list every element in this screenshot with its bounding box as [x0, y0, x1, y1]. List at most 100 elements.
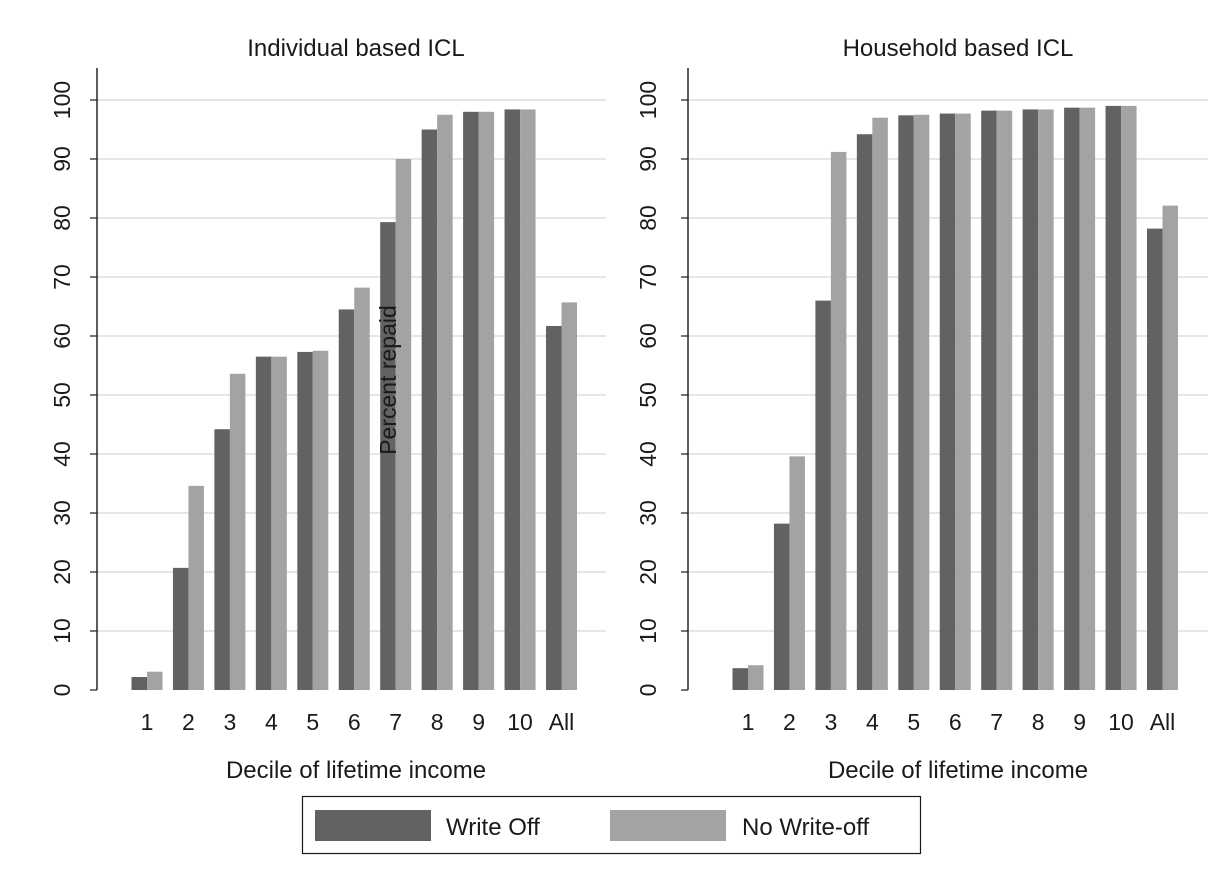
bar-no-write-off	[1162, 205, 1178, 691]
bar-no-write-off	[1079, 107, 1096, 691]
bar-write-off	[815, 300, 831, 690]
bar-write-off	[214, 429, 230, 690]
x-tick-label: 8	[431, 709, 444, 735]
x-tick-label: 6	[949, 709, 962, 735]
y-tick-label: 90	[635, 146, 661, 172]
bar-write-off	[131, 677, 147, 690]
panel-2: Household based ICL 0 10 20 30 40 50 60 70 80 90 10…	[635, 35, 1208, 784]
bar-write-off	[255, 356, 272, 690]
y-tick-label: 20	[635, 559, 661, 585]
bar-no-write-off	[312, 350, 329, 690]
y-tick-label: 20	[49, 559, 75, 585]
legend-swatch	[315, 810, 431, 841]
bar-write-off	[546, 325, 562, 690]
y-tick-label: 70	[635, 264, 661, 290]
x-tick-label: 5	[907, 709, 920, 735]
legend-swatch	[610, 810, 726, 841]
x-tick-label: 6	[348, 709, 361, 735]
bar-no-write-off	[748, 665, 764, 690]
y-tick-label: 10	[49, 618, 75, 644]
x-tick-label: 7	[990, 709, 1003, 735]
y-tick-label: 30	[635, 500, 661, 526]
x-tick-label: All	[549, 709, 575, 735]
bar-write-off	[939, 113, 956, 690]
bar-write-off	[504, 109, 521, 690]
x-tick-label: 8	[1032, 709, 1045, 735]
y-tick-label: 90	[49, 146, 75, 172]
bar-no-write-off	[188, 485, 204, 690]
bar-write-off	[773, 523, 790, 690]
x-tick-label: 7	[389, 709, 402, 735]
bar-write-off	[732, 668, 748, 690]
y-tick-label: 80	[635, 205, 661, 231]
bar-no-write-off	[561, 302, 577, 690]
y-tick-label: 0	[635, 684, 661, 697]
bar-no-write-off	[147, 671, 163, 690]
x-tick-label: 1	[141, 709, 154, 735]
y-tick-label: 60	[635, 323, 661, 349]
panel-title: Individual based ICL	[247, 35, 464, 62]
bar-no-write-off	[996, 110, 1013, 691]
y-tick-label: 30	[49, 500, 75, 526]
y-tick-label: 40	[635, 441, 661, 467]
bar-write-off	[463, 111, 479, 691]
panel-title: Household based ICL	[843, 35, 1074, 62]
y-tick-label: 10	[635, 618, 661, 644]
bar-no-write-off	[520, 109, 536, 690]
legend-label: No Write-off	[742, 814, 869, 841]
y-tick-label: 70	[49, 264, 75, 290]
bar-write-off	[1064, 107, 1080, 691]
bar-no-write-off	[830, 151, 847, 691]
x-tick-label: 2	[182, 709, 195, 735]
bar-no-write-off	[354, 287, 370, 690]
bar-write-off	[338, 309, 355, 690]
bar-write-off	[1105, 105, 1122, 690]
x-tick-label: 5	[306, 709, 319, 735]
legend: Write Off No Write-off	[301, 795, 922, 855]
bar-no-write-off	[1121, 105, 1137, 690]
x-axis-title: Decile of lifetime income	[226, 757, 486, 784]
bar-no-write-off	[271, 356, 287, 690]
x-tick-label: 4	[866, 709, 879, 735]
bar-no-write-off	[229, 373, 246, 690]
bar-write-off	[856, 134, 873, 691]
bar-no-write-off	[437, 114, 453, 690]
bar-write-off	[172, 567, 189, 690]
x-tick-label: 4	[265, 709, 278, 735]
y-tick-label: 40	[49, 441, 75, 467]
bar-write-off	[981, 110, 997, 691]
legend-label: Write Off	[446, 814, 540, 841]
bar-no-write-off	[872, 117, 888, 690]
y-tick-label: 100	[49, 81, 75, 119]
x-tick-label: 10	[507, 709, 533, 735]
y-tick-label: 80	[49, 205, 75, 231]
bar-write-off	[1147, 228, 1163, 690]
bar-no-write-off	[395, 159, 412, 690]
x-tick-label: 1	[742, 709, 755, 735]
bar-write-off	[297, 351, 313, 690]
bar-no-write-off	[1038, 109, 1054, 690]
bar-no-write-off	[478, 111, 495, 691]
x-tick-label: 9	[1073, 709, 1086, 735]
x-tick-label: 3	[825, 709, 838, 735]
bar-write-off	[421, 129, 438, 690]
x-tick-label: 9	[472, 709, 485, 735]
x-tick-label: 2	[783, 709, 796, 735]
x-tick-label: 3	[224, 709, 237, 735]
bar-no-write-off	[913, 114, 930, 690]
chart-panels: Individual based ICL01020304050607080901…	[49, 35, 1208, 784]
y-tick-label: 100	[635, 81, 661, 119]
y-tick-label: 0	[49, 684, 75, 697]
y-tick-label: 50	[635, 382, 661, 408]
x-tick-label: All	[1150, 709, 1176, 735]
panel-1: Individual based ICL 0 10 20 30 40 50 60 70 80 90 1…	[49, 35, 606, 784]
x-tick-label: 10	[1108, 709, 1134, 735]
y-axis-title: Percent repaid	[375, 305, 401, 455]
bar-write-off	[898, 115, 914, 691]
bar-write-off	[380, 222, 396, 690]
y-tick-label: 60	[49, 323, 75, 349]
bar-no-write-off	[789, 456, 805, 690]
bar-no-write-off	[955, 113, 971, 690]
y-tick-label: 50	[49, 382, 75, 408]
